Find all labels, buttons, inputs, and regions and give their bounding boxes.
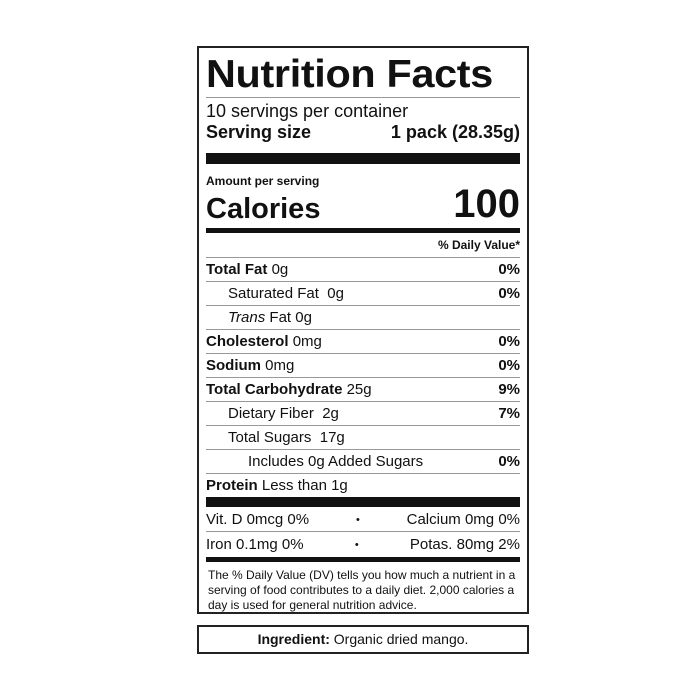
nutrient-amount: Less than 1g [261,477,348,494]
calories-row: Calories 100 [206,184,520,224]
vitamin-left: Iron 0.1mg 0% [206,536,304,553]
nutrient-name: Protein [206,477,258,494]
nutrition-facts-label: Nutrition Facts 10 servings per containe… [197,46,529,614]
nutrient-amount: 2g [322,405,339,422]
calories-value: 100 [453,182,520,226]
nutrient-amount: 0g [295,309,312,326]
ingredient-box: Ingredient: Organic dried mango. [197,625,529,654]
thick-divider [206,153,520,164]
vitamin-right: Calcium 0mg 0% [406,511,520,528]
nutrient-name: Total Carbohydrate [206,381,343,398]
nutrient-name-rest: Fat [269,309,292,326]
nutrient-row-saturated-fat: Saturated Fat 0g 0% [206,281,520,305]
bullet-separator: • [355,514,360,526]
calories-label: Calories [206,193,321,225]
nutrient-name: Total Sugars [228,429,312,446]
nutrient-dv: 0% [498,285,520,302]
servings-per-container: 10 servings per container [206,101,409,121]
vitamin-left: Vit. D 0mcg 0% [206,511,310,528]
nutrient-name: Dietary Fiber [228,405,314,422]
nutrient-name: Includes 0g Added Sugars [248,453,424,470]
nutrient-dv: 9% [498,381,520,398]
ingredient-label: Ingredient: [257,631,330,647]
nutrient-dv: 0% [498,333,520,350]
label-title: Nutrition Facts [206,53,493,96]
nutrient-name: Saturated Fat [228,285,319,302]
nutrient-name: Cholesterol [206,333,289,350]
footnote: The % Daily Value (DV) tells you how muc… [208,568,516,612]
nutrient-row-trans-fat: Trans Fat 0g [206,305,520,329]
nutrient-name: Trans [228,309,266,326]
vitamin-row: Iron 0.1mg 0% • Potas. 80mg 2% [206,531,520,556]
nutrient-dv: 0% [498,453,520,470]
divider [206,97,520,98]
medium-divider [206,228,520,233]
daily-value-header: % Daily Value* [437,238,520,252]
nutrient-row-total-fat: Total Fat 0g 0% [206,257,520,281]
nutrient-amount: 0g [271,261,289,278]
bullet-separator: • [354,539,359,551]
nutrient-row-protein: Protein Less than 1g [206,473,520,497]
nutrient-amount: 17g [319,429,345,446]
nutrient-amount: 0g [327,285,344,302]
ingredient-text: Organic dried mango. [333,631,469,647]
medium-divider [206,557,520,562]
nutrient-row-total-sugars: Total Sugars 17g [206,425,520,449]
nutrient-row-total-carbohydrate: Total Carbohydrate 25g 9% [206,377,520,401]
serving-size-value: 1 pack (28.35g) [390,122,520,142]
nutrient-row-sodium: Sodium 0mg 0% [206,353,520,377]
serving-size: Serving size 1 pack (28.35g) [206,121,520,143]
thick-divider [206,497,520,507]
nutrient-name: Total Fat [206,261,268,278]
nutrient-row-added-sugars: Includes 0g Added Sugars 0% [206,449,520,473]
serving-size-label: Serving size [206,122,312,142]
nutrient-name: Sodium [206,357,261,374]
nutrient-row-dietary-fiber: Dietary Fiber 2g 7% [206,401,520,425]
nutrient-dv: 0% [498,357,520,374]
vitamin-row: Vit. D 0mcg 0% • Calcium 0mg 0% [206,507,520,531]
nutrient-dv: 7% [498,405,520,422]
vitamin-right: Potas. 80mg 2% [409,536,520,553]
nutrient-row-cholesterol: Cholesterol 0mg 0% [206,329,520,353]
amount-per-serving: Amount per serving [206,174,320,188]
nutrient-dv: 0% [498,261,520,278]
nutrient-amount: 25g [346,381,372,398]
nutrient-amount: 0mg [292,333,322,350]
nutrient-amount: 0mg [265,357,295,374]
